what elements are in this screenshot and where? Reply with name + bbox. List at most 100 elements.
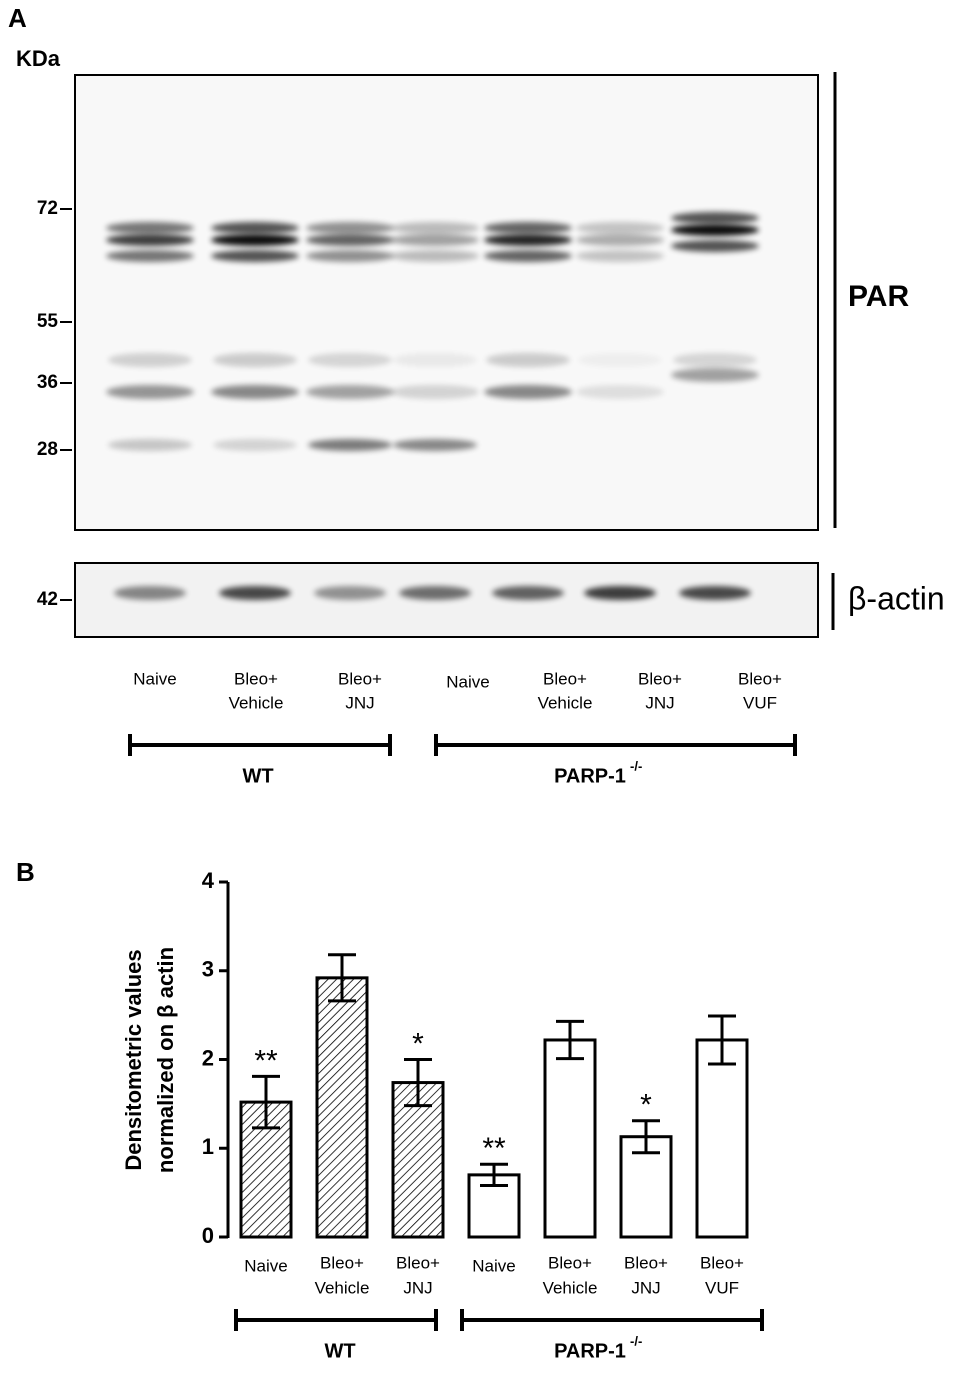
- significance: *: [640, 1089, 652, 1122]
- y-tick-label: 0: [202, 1223, 214, 1248]
- band: [211, 250, 299, 262]
- actin-blot: [74, 562, 819, 638]
- lane-label: Vehicle: [538, 693, 593, 712]
- band: [391, 234, 479, 246]
- par-label: PAR: [848, 280, 909, 313]
- bar: [315, 976, 369, 1239]
- x-tick-label: JNJ: [631, 1278, 660, 1297]
- band: [106, 222, 194, 234]
- band: [576, 385, 664, 399]
- actin-label: β-actin: [848, 580, 945, 616]
- par-blot: [74, 74, 819, 531]
- bar: [543, 1038, 597, 1239]
- significance: *: [412, 1027, 424, 1060]
- y-axis-label: normalized on β actin: [153, 947, 178, 1173]
- band: [399, 586, 471, 600]
- band: [391, 385, 479, 399]
- band: [213, 439, 297, 451]
- bar: [695, 1038, 749, 1239]
- band: [108, 353, 192, 367]
- x-tick-label: Bleo+: [624, 1253, 668, 1272]
- bar: [391, 1081, 445, 1239]
- y-tick-label: 3: [202, 957, 214, 982]
- lane-label: Naive: [133, 669, 176, 688]
- band: [576, 250, 664, 262]
- band: [484, 234, 572, 246]
- lane-label: VUF: [743, 693, 777, 712]
- band: [108, 439, 192, 451]
- band: [671, 224, 759, 236]
- lane-label: Bleo+: [543, 669, 587, 688]
- band: [106, 250, 194, 262]
- band: [671, 212, 759, 224]
- band: [578, 353, 662, 367]
- x-tick-label: Vehicle: [315, 1278, 370, 1297]
- band: [671, 368, 759, 382]
- marker-label: 42: [37, 589, 58, 610]
- group-superscript: -/-: [630, 758, 642, 773]
- x-tick-label: Naive: [244, 1256, 287, 1275]
- band: [584, 586, 656, 600]
- band: [306, 222, 394, 234]
- lane-label: Naive: [446, 672, 489, 691]
- band: [679, 586, 751, 600]
- band: [393, 353, 477, 367]
- lane-label: Bleo+: [234, 669, 278, 688]
- group-label: PARP-1: [554, 1340, 626, 1362]
- blot-frame: [74, 562, 819, 638]
- band: [576, 222, 664, 234]
- y-tick-label: 4: [202, 868, 215, 893]
- band: [484, 222, 572, 234]
- band: [486, 353, 570, 367]
- unit-label: KDa: [16, 46, 61, 71]
- lane-label: Bleo+: [738, 669, 782, 688]
- marker-label: 36: [37, 372, 58, 393]
- blot-frame: [74, 74, 819, 531]
- significance: **: [254, 1044, 278, 1077]
- band: [106, 234, 194, 246]
- band: [306, 234, 394, 246]
- marker-label: 72: [37, 198, 58, 219]
- lane-label: Bleo+: [638, 669, 682, 688]
- band: [211, 222, 299, 234]
- lane-label: Vehicle: [229, 693, 284, 712]
- y-tick-label: 1: [202, 1134, 214, 1159]
- x-tick-label: Vehicle: [543, 1278, 598, 1297]
- panel-letter: A: [8, 3, 27, 33]
- band: [484, 250, 572, 262]
- group-label: WT: [324, 1340, 355, 1362]
- band: [492, 586, 564, 600]
- x-tick-label: Bleo+: [320, 1253, 364, 1272]
- band: [673, 353, 757, 367]
- group-label: PARP-1: [554, 765, 626, 787]
- x-tick-label: Bleo+: [700, 1253, 744, 1272]
- band: [211, 234, 299, 246]
- band: [308, 439, 392, 451]
- x-tick-label: VUF: [705, 1278, 739, 1297]
- band: [213, 353, 297, 367]
- band: [219, 586, 291, 600]
- band: [393, 439, 477, 451]
- band: [306, 250, 394, 262]
- lane-label: JNJ: [345, 693, 374, 712]
- x-tick-label: Naive: [472, 1256, 515, 1275]
- x-tick-label: JNJ: [403, 1278, 432, 1297]
- band: [211, 385, 299, 399]
- lane-label: JNJ: [645, 693, 674, 712]
- lane-label: Bleo+: [338, 669, 382, 688]
- band: [306, 385, 394, 399]
- band: [106, 385, 194, 399]
- band: [391, 250, 479, 262]
- band: [391, 222, 479, 234]
- band: [314, 586, 386, 600]
- y-tick-label: 2: [202, 1045, 214, 1070]
- panel-letter: B: [16, 857, 35, 887]
- group-label: WT: [242, 765, 273, 787]
- band: [114, 586, 186, 600]
- significance: **: [482, 1132, 506, 1165]
- x-tick-label: Bleo+: [548, 1253, 592, 1272]
- y-axis-label: Densitometric values: [121, 949, 146, 1170]
- band: [308, 353, 392, 367]
- band: [576, 234, 664, 246]
